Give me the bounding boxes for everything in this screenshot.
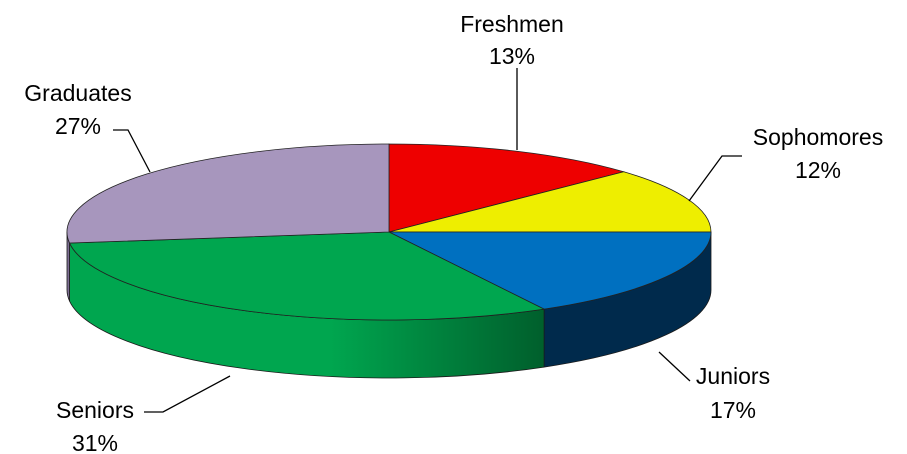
pie-top-layer [66, 143, 712, 321]
leader-line-seniors [144, 375, 231, 413]
slice-percent-seniors: 31% [72, 430, 118, 454]
slice-label-juniors: Juniors [696, 363, 770, 389]
slice-juniors [388, 231, 712, 310]
slice-graduates [66, 143, 390, 244]
slice-labels: Freshmen 13% Sophomores 12% Juniors 17% Senior… [24, 11, 883, 454]
leader-line-graduates [113, 129, 151, 173]
slice-label-sophomores: Sophomores [753, 124, 883, 150]
slice-percent-sophomores: 12% [795, 157, 841, 183]
slice-label-freshmen: Freshmen [460, 11, 564, 37]
slice-freshmen [388, 143, 626, 233]
slice-percent-graduates: 27% [55, 113, 101, 139]
slice-label-graduates: Graduates [24, 80, 131, 106]
slice-percent-freshmen: 13% [489, 43, 535, 69]
leader-lines [113, 68, 742, 413]
slice-sophomores [388, 171, 712, 233]
leader-line-sophomores [688, 155, 742, 202]
slice-label-seniors: Seniors [56, 397, 134, 423]
slice-percent-juniors: 17% [710, 397, 756, 423]
slice-seniors [68, 231, 546, 321]
leader-line-juniors [658, 351, 691, 382]
